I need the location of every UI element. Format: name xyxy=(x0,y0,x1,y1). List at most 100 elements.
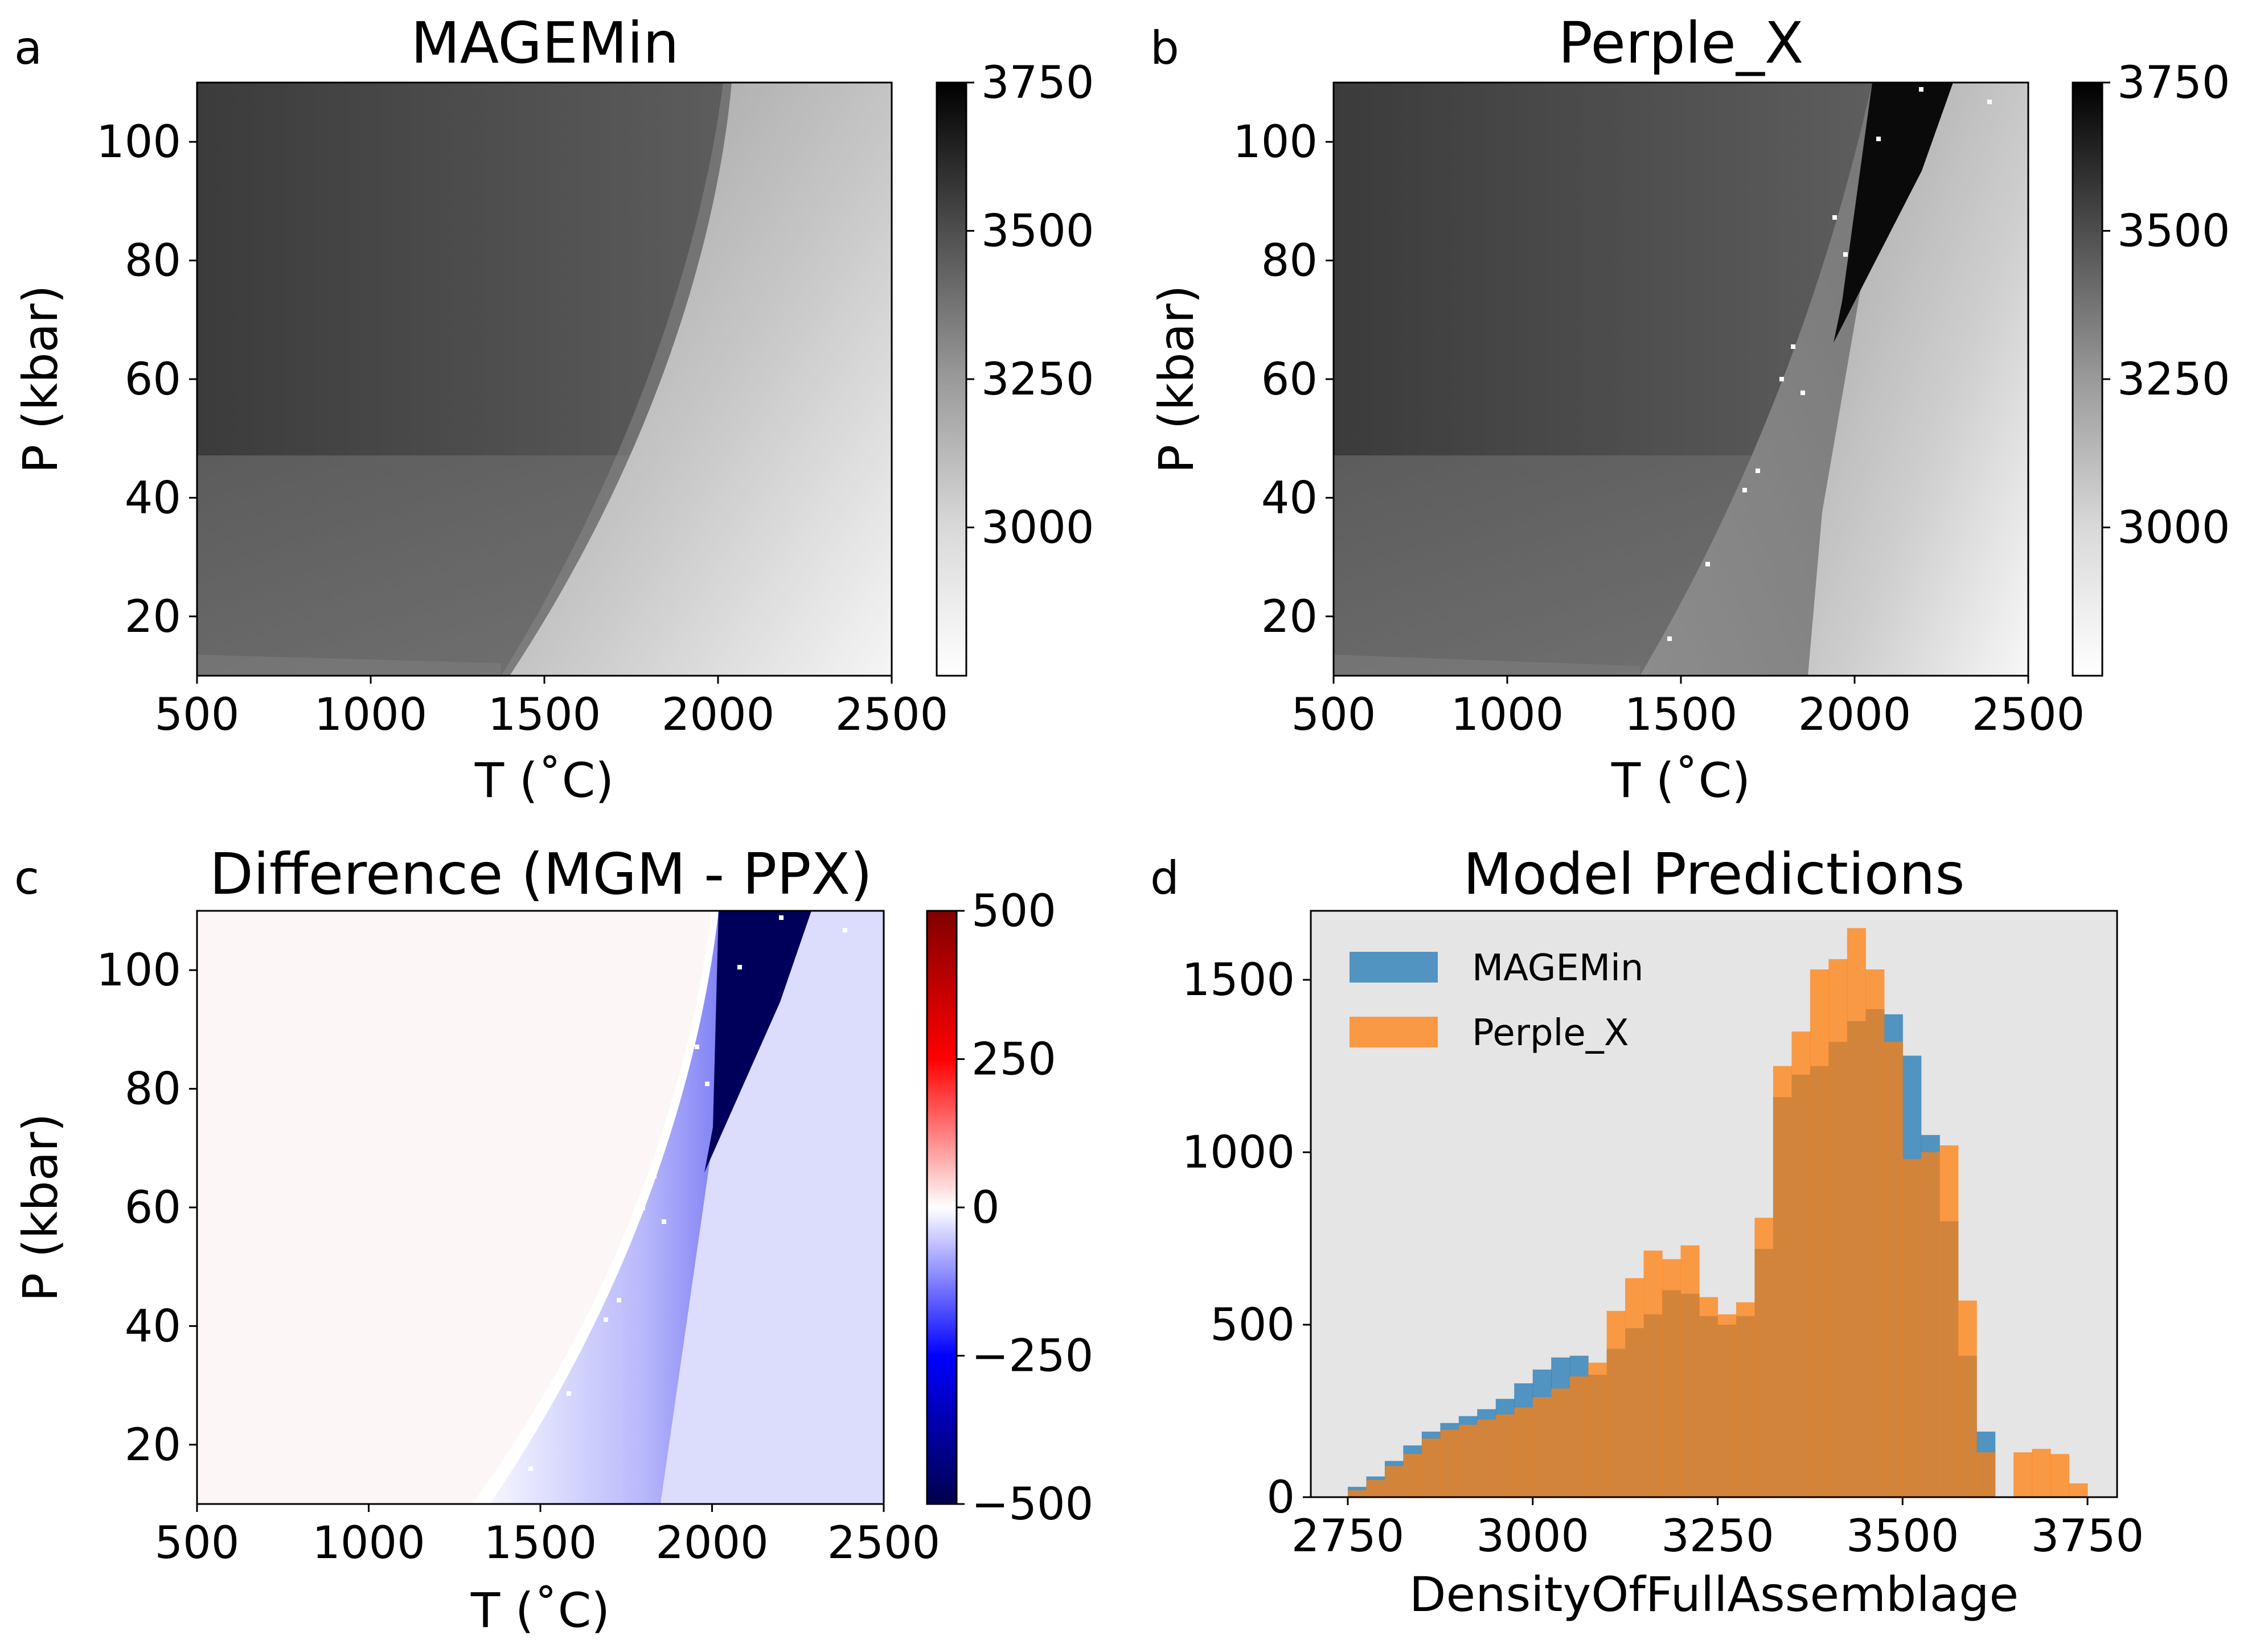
histogram-bar xyxy=(1680,1245,1700,1497)
panel-c-colorbar: −500 −250 0 250 500 xyxy=(926,886,1093,1530)
y-tick-label: 100 xyxy=(96,945,181,996)
colorbar-tick-label: 3750 xyxy=(2117,57,2230,109)
panel-letter-b: b xyxy=(1150,22,1179,75)
legend-swatch-magemin xyxy=(1350,952,1438,983)
x-tick-label: 1000 xyxy=(312,1518,425,1569)
panel-d-xlabel: DensityOfFullAssemblage xyxy=(1409,1567,2019,1622)
x-tick-label: 500 xyxy=(155,689,240,741)
panel-c-difference-heatmap: c Difference (MGM - PPX) xyxy=(13,841,1093,1638)
colorbar-tick-label: −500 xyxy=(971,1479,1093,1530)
y-tick-label: 0 xyxy=(1266,1472,1295,1523)
histogram-bar xyxy=(1736,1302,1756,1497)
histogram-bar xyxy=(1477,1419,1496,1497)
x-tick-label: 3000 xyxy=(1476,1511,1589,1562)
panel-d-axes-frame xyxy=(1310,910,2118,1498)
histogram-bar xyxy=(1625,1278,1644,1497)
panel-c-y-ticks: 20 40 60 80 100 xyxy=(96,945,197,1471)
panel-b-title: Perple_X xyxy=(1558,10,1804,76)
histogram-bar xyxy=(1662,1259,1681,1497)
panel-letter-c: c xyxy=(14,852,39,905)
histogram-bar xyxy=(2032,1449,2051,1497)
histogram-bar xyxy=(1958,1300,1977,1497)
histogram-bar xyxy=(1403,1454,1422,1497)
panel-letter-d: d xyxy=(1150,852,1179,905)
y-tick-label: 40 xyxy=(125,472,181,524)
histogram-bar xyxy=(1495,1414,1515,1497)
histogram-bar xyxy=(1921,1152,1940,1497)
panel-a-title: MAGEMin xyxy=(411,10,679,76)
x-tick-label: 1500 xyxy=(484,1518,597,1569)
y-tick-label: 60 xyxy=(1261,354,1318,405)
histogram-bar xyxy=(1347,1490,1367,1497)
panel-d-series-perplex-bars xyxy=(1347,928,2088,1497)
y-tick-label: 100 xyxy=(1233,117,1318,168)
panel-letter-a: a xyxy=(14,22,42,75)
colorbar-tick-label: 3750 xyxy=(981,57,1094,109)
histogram-bar xyxy=(1773,1066,1793,1497)
x-tick-label: 3250 xyxy=(1661,1511,1774,1562)
histogram-bar xyxy=(1551,1388,1570,1497)
legend-label-magemin: MAGEMin xyxy=(1472,947,1643,989)
panel-d-x-ticks: 2750 3000 3250 3500 3750 xyxy=(1291,1497,2144,1562)
histogram-bar xyxy=(1884,1042,1903,1497)
y-tick-label: 40 xyxy=(125,1301,181,1352)
panel-a-y-ticks: 20 40 60 80 100 xyxy=(96,117,197,643)
panel-a-colorbar: 3000 3250 3500 3750 xyxy=(936,57,1094,677)
colorbar-tick-label: 0 xyxy=(971,1182,1000,1234)
panel-a-xlabel: T (˚C) xyxy=(474,753,614,808)
histogram-bar xyxy=(1514,1407,1533,1497)
panel-b-field xyxy=(1334,83,2028,676)
y-tick-label: 80 xyxy=(125,236,181,287)
colorbar-tick-label: 3250 xyxy=(981,354,1094,405)
y-tick-label: 40 xyxy=(1261,472,1318,524)
colorbar-tick-label: 500 xyxy=(971,886,1056,937)
histogram-bar xyxy=(2069,1483,2088,1497)
histogram-bar xyxy=(1939,1145,1959,1497)
histogram-bar xyxy=(2013,1452,2033,1497)
panel-c-x-ticks: 500 1000 1500 2000 2500 xyxy=(155,1504,940,1569)
panel-c-ylabel: P (kbar) xyxy=(13,1113,68,1302)
histogram-bar xyxy=(1865,969,1885,1497)
x-tick-label: 500 xyxy=(1291,689,1376,741)
y-tick-label: 1000 xyxy=(1182,1127,1295,1178)
histogram-bar xyxy=(1643,1250,1663,1497)
panel-a-magemin-heatmap: a MAGEMin 500 1000 1500 2000 2500 20 40 60 80 10… xyxy=(13,10,1094,808)
panel-d-y-ticks: 0 500 1000 1500 xyxy=(1182,955,1311,1523)
x-tick-label: 1500 xyxy=(488,689,601,741)
y-tick-label: 60 xyxy=(125,354,181,405)
panel-c-field xyxy=(197,911,884,1504)
histogram-bar xyxy=(1902,1159,1922,1497)
x-tick-label: 2750 xyxy=(1291,1511,1405,1562)
histogram-bar xyxy=(1366,1480,1385,1497)
colorbar-tick-label: −250 xyxy=(971,1331,1093,1382)
x-tick-label: 2000 xyxy=(655,1518,769,1569)
colorbar-tick-label: 3000 xyxy=(2117,503,2230,554)
panel-b-ylabel: P (kbar) xyxy=(1149,285,1204,474)
histogram-bar xyxy=(1458,1424,1478,1497)
panel-b-xlabel: T (˚C) xyxy=(1611,753,1750,808)
colorbar-tick-label: 250 xyxy=(971,1034,1056,1086)
colorbar-tick-label: 3000 xyxy=(981,503,1094,554)
histogram-bar xyxy=(1532,1397,1552,1497)
panel-c-title: Difference (MGM - PPX) xyxy=(210,841,872,907)
y-tick-label: 1500 xyxy=(1182,955,1295,1006)
panel-b-x-ticks: 500 1000 1500 2000 2500 xyxy=(1291,676,2085,741)
y-tick-label: 60 xyxy=(125,1182,181,1234)
histogram-bar xyxy=(1588,1362,1607,1497)
histogram-bar xyxy=(1847,928,1866,1497)
histogram-bar xyxy=(1384,1466,1404,1497)
histogram-bar xyxy=(1828,959,1848,1497)
colorbar-tick-label: 3250 xyxy=(2117,354,2230,405)
x-tick-label: 2000 xyxy=(1798,689,1912,741)
histogram-bar xyxy=(1699,1297,1718,1497)
y-tick-label: 20 xyxy=(125,591,181,643)
y-tick-label: 500 xyxy=(1210,1300,1295,1351)
legend-swatch-perplex xyxy=(1350,1017,1438,1047)
y-tick-label: 80 xyxy=(1261,236,1318,287)
panel-c-xlabel: T (˚C) xyxy=(470,1583,610,1638)
panel-b-colorbar: 3000 3250 3500 3750 xyxy=(2072,57,2230,677)
x-tick-label: 2500 xyxy=(1972,689,2085,741)
histogram-bar xyxy=(1754,1218,1774,1497)
x-tick-label: 1000 xyxy=(1451,689,1564,741)
histogram-bar xyxy=(1440,1429,1459,1497)
